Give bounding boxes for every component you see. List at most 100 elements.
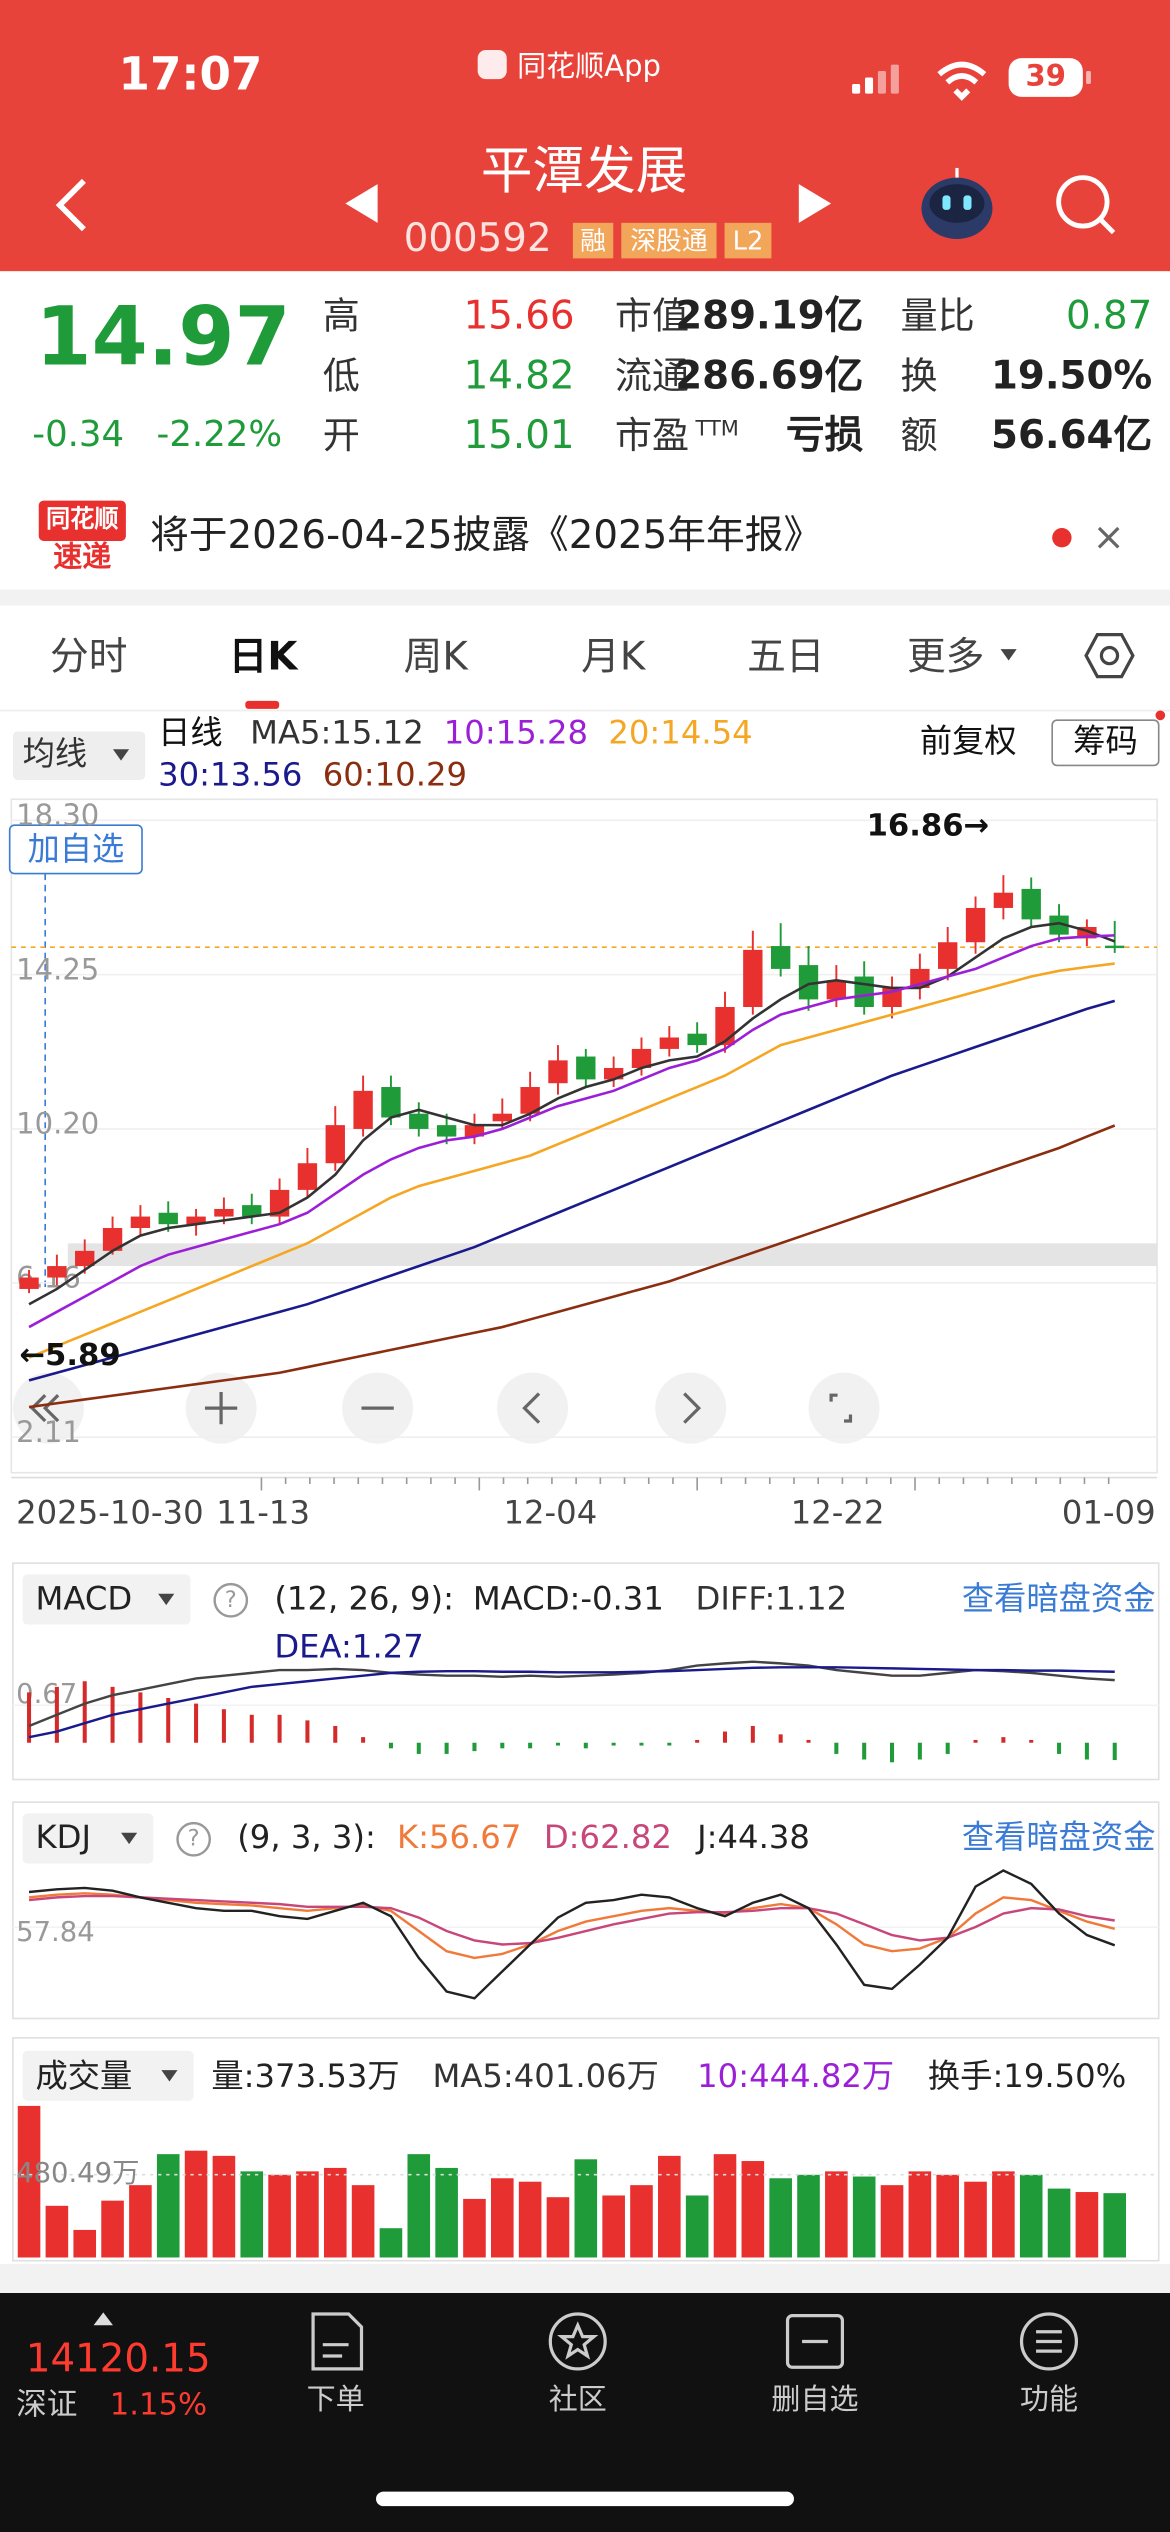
tab[interactable]: 更多 [907,634,984,679]
nav-item[interactable]: 社区 [549,2382,607,2416]
legend-item: 30:13.56 [158,756,302,794]
adjust-mode[interactable]: 前复权 [920,722,1017,760]
chart-control-button[interactable] [12,1372,84,1444]
close-button[interactable] [1097,526,1120,549]
unread-dot [1052,528,1072,548]
y-tick-label: 57.84 [16,1917,95,1948]
volume-menu[interactable] [22,2050,194,2101]
candle-body [965,907,986,943]
volume-bar [17,2105,41,2258]
candle-body [130,1216,151,1228]
candle-body [1105,945,1125,949]
ma-line [28,962,1115,1359]
dropdown-arrow [1000,649,1017,661]
chart-control-button[interactable] [655,1372,727,1444]
kdj-menu[interactable] [22,1813,154,1864]
candle-body [798,965,819,1000]
signal-icon [852,64,899,94]
dropdown-arrow [158,1593,175,1606]
ma-line [28,934,1115,1329]
chart-controls [12,1372,880,1444]
candle-body [854,976,874,1008]
volume-bar [1103,2193,1127,2258]
tab[interactable]: 周K [404,634,470,679]
volume-bar [630,2185,653,2258]
tag-bg [621,222,717,259]
tab[interactable]: 日K [229,634,300,679]
chart-control-icon [683,1392,702,1424]
candle-body [353,1090,373,1129]
add-watch-button[interactable] [8,824,143,875]
tab[interactable]: 月K [581,634,647,679]
help-icon[interactable] [176,1821,212,1857]
dark-pool-link[interactable]: 查看暗盘资金 [962,1818,1156,1856]
volume-bar [1047,2188,1071,2258]
volume-bar [240,2171,264,2258]
stat-value: 286.69亿 [675,353,863,398]
battery-level: 39 [1026,59,1066,93]
volume-bar [1075,2192,1099,2258]
stat-label: 量比 [900,295,974,338]
legend-item: 20:14.54 [608,714,752,752]
tab[interactable]: 五日 [747,634,824,679]
macd-menu[interactable] [22,1574,191,1625]
dea-value: DEA:1.27 [274,1628,423,1666]
stock-name: 平潭发展 [481,141,687,201]
dropdown-arrow [121,1832,138,1845]
tab[interactable]: 分时 [50,634,127,679]
assistant-icon[interactable] [921,167,993,239]
d-value: D:62.82 [544,1818,672,1856]
stat-label-sup: TTM [695,417,739,441]
volume-bar [490,2178,514,2258]
search-button[interactable] [1056,175,1116,235]
settings-button[interactable] [1084,633,1135,679]
candle-body [770,946,791,969]
candle-body [214,1208,234,1217]
nav-item[interactable]: 功能 [1020,2382,1078,2416]
nav-item[interactable]: 删自选 [771,2382,858,2416]
dark-pool-link[interactable]: 查看暗盘资金 [962,1579,1156,1617]
volume-ma10: 10:444.82万 [697,2057,894,2095]
candle-body [436,1125,457,1137]
chips-button[interactable] [1051,719,1160,767]
stat-value: 289.19亿 [675,294,863,339]
volume-bar [45,2205,69,2258]
volume-bar [463,2198,486,2258]
back-button[interactable] [55,178,86,232]
chart-control-button[interactable] [808,1372,880,1444]
next-stock[interactable] [798,184,832,223]
volume-bar [1019,2174,1043,2258]
candle-body [1077,926,1097,939]
index-value: 14120.15 [26,2336,211,2381]
candle-body [381,1087,401,1118]
x-tick-label: 01-09 [1062,1494,1156,1532]
ma-menu[interactable] [12,731,146,780]
x-tick-label: 2025-10-30 [16,1494,203,1532]
chart-control-button[interactable] [497,1372,569,1444]
expand-arrow[interactable] [93,2312,113,2326]
kdj-params: (9, 3, 3): [237,1818,376,1856]
help-icon[interactable] [213,1582,249,1618]
prev-stock[interactable] [345,184,378,223]
status-app: 同花顺App [517,49,661,83]
volume-bar [184,2150,208,2258]
macd-menu-label: MACD [36,1579,133,1617]
volume-bar [992,2171,1015,2258]
j-value: J:44.38 [695,1818,810,1856]
help-mark: ? [225,1587,237,1613]
candle-body [631,1048,652,1068]
nav-item[interactable]: 下单 [307,2382,365,2416]
volume-bar [101,2200,124,2258]
candle-body [743,949,763,1008]
stat-label: 市盈 [615,414,689,457]
ma-line [28,999,1116,1382]
macd-panel [12,1562,1160,1781]
dea-line [28,1666,1115,1739]
diff-value: DIFF:1.12 [696,1579,848,1617]
notice-text: 将于2026-04-25披露《2025年年报》 [150,513,822,558]
candle-body [826,980,847,1000]
chart-control-icon [522,1392,541,1424]
add-watch-label[interactable]: 加自选 [27,830,124,868]
volume-bar [407,2154,431,2258]
